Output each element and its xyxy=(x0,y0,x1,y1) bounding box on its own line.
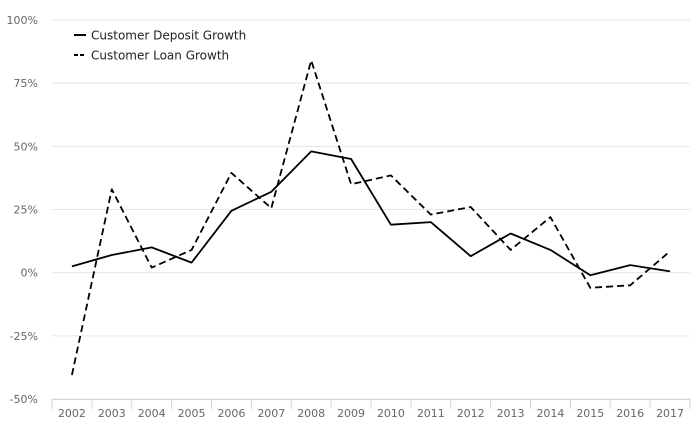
grid-lines xyxy=(52,19,690,400)
x-tick-label: 2008 xyxy=(297,407,325,420)
y-tick-label: 100% xyxy=(7,14,38,27)
x-tick-label: 2015 xyxy=(576,407,604,420)
x-tick-label: 2016 xyxy=(616,407,644,420)
x-tick-label: 2006 xyxy=(217,407,245,420)
legend-item[interactable]: Customer Deposit Growth xyxy=(74,29,246,43)
series-line-customer-loan-growth[interactable] xyxy=(71,59,671,376)
x-tick-label: 2009 xyxy=(337,407,365,420)
legend-label: Customer Loan Growth xyxy=(91,49,229,63)
x-tick-label: 2007 xyxy=(257,407,285,420)
y-tick-label: 50% xyxy=(14,140,38,153)
y-tick-label: -25% xyxy=(10,330,38,343)
series-line-customer-deposit-growth[interactable] xyxy=(71,150,671,277)
x-tick-label: 2010 xyxy=(377,407,405,420)
y-tick-label: -50% xyxy=(10,393,38,406)
legend-label: Customer Deposit Growth xyxy=(91,29,246,43)
x-tick-label: 2014 xyxy=(536,407,564,420)
x-tick-label: 2002 xyxy=(58,407,86,420)
x-tick-label: 2005 xyxy=(178,407,206,420)
x-tick-label: 2004 xyxy=(138,407,166,420)
y-tick-label: 0% xyxy=(21,267,38,280)
x-tick-label: 2017 xyxy=(656,407,684,420)
y-axis-tick-labels: -50% -25% 0% 25% 50% 75% 100% xyxy=(7,14,38,406)
x-tick-label: 2013 xyxy=(497,407,525,420)
legend-item[interactable]: Customer Loan Growth xyxy=(74,49,229,63)
x-tick-label: 2003 xyxy=(98,407,126,420)
y-tick-label: 75% xyxy=(14,77,38,90)
series-lines xyxy=(71,59,671,376)
x-tick-label: 2012 xyxy=(457,407,485,420)
x-axis: 2002 2003 2004 2005 2006 2007 2008 2009 2010 2011… xyxy=(51,399,691,420)
y-tick-label: 25% xyxy=(14,204,38,217)
legend[interactable]: Customer Deposit Growth Customer Loan Gro… xyxy=(74,29,246,63)
x-tick-label: 2011 xyxy=(417,407,445,420)
